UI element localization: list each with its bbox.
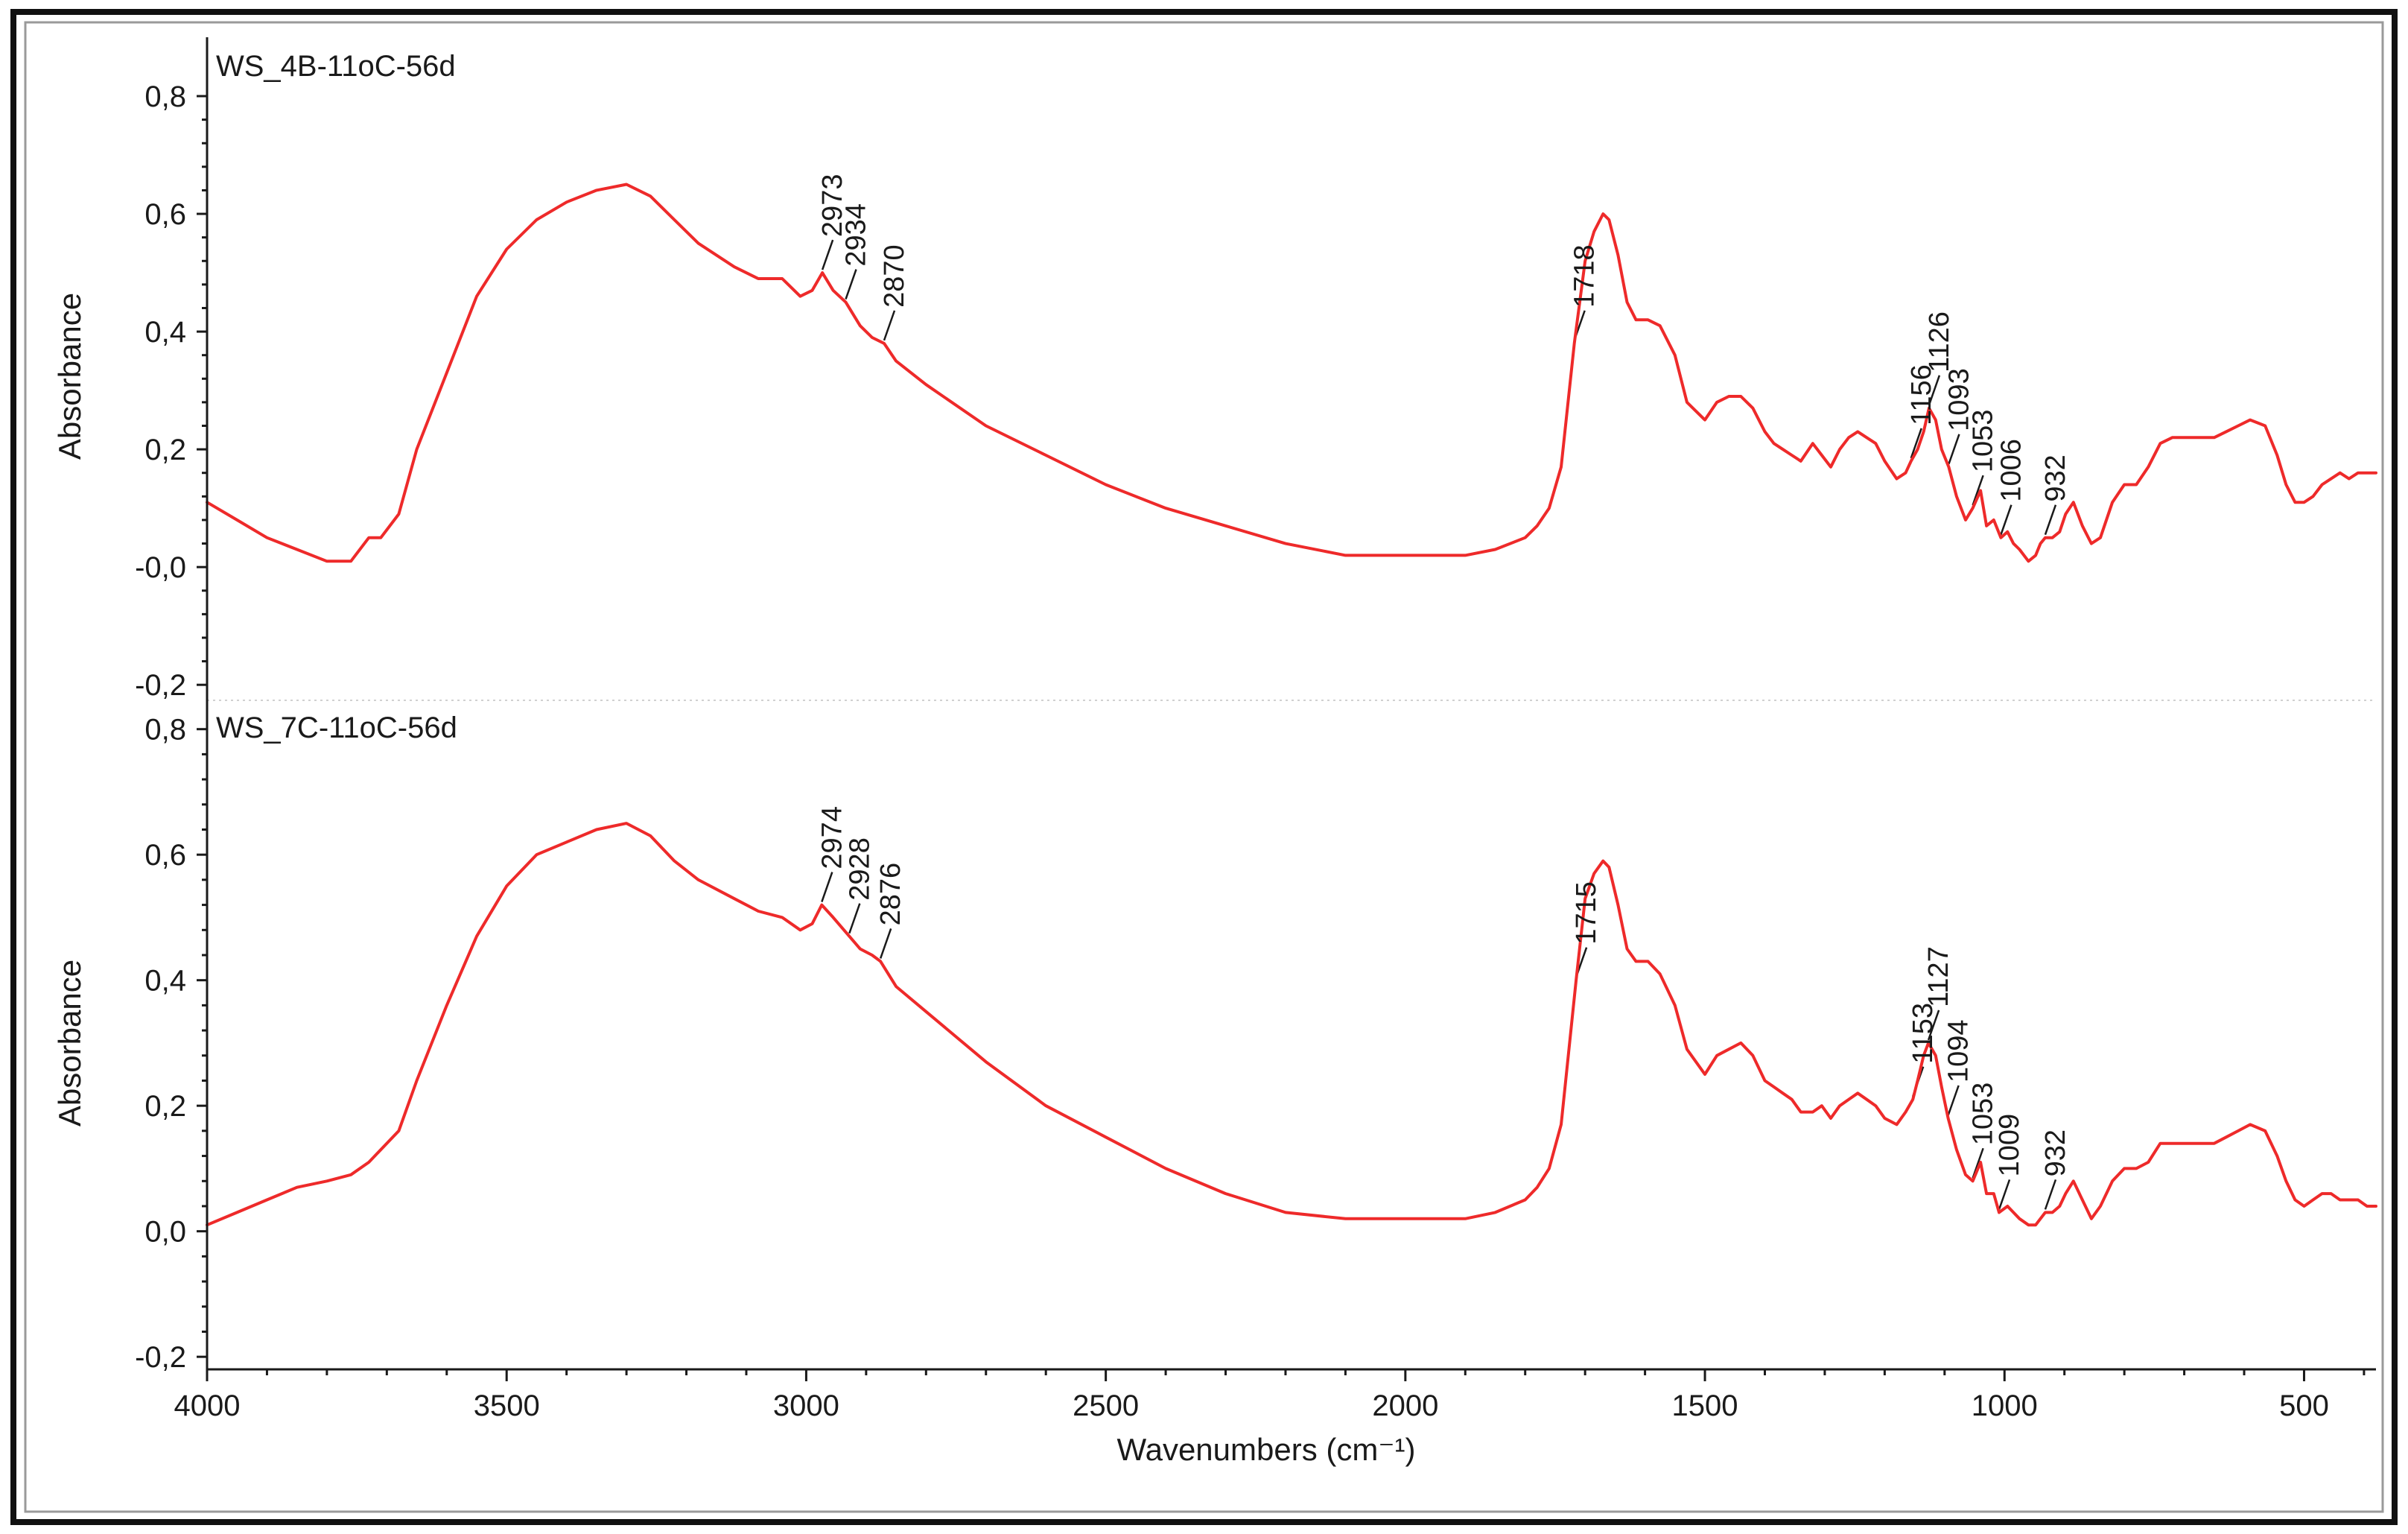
x-tick-label: 4000	[174, 1389, 241, 1422]
y-tick-label: 0,2	[144, 434, 186, 466]
x-tick-label: 3500	[474, 1389, 540, 1422]
panel-top: WS_4B-11oC-56d Absorbance -0,2 -0,0 0,2 0,4…	[52, 50, 2377, 702]
spectrum-line	[206, 822, 2377, 1227]
x-tick-label: 2000	[1372, 1389, 1438, 1422]
peak-leader	[1910, 428, 1922, 459]
y-tick-label: 0,2	[144, 1090, 186, 1123]
x-axis-title: Wavenumbers (cm⁻¹)	[1117, 1432, 1416, 1467]
peak-label: 2934	[841, 203, 872, 267]
y-axis: -0,2 -0,0 0,2 0,4 0,6 0,8	[135, 80, 207, 702]
y-tick-label: 0,8	[144, 80, 186, 113]
panel-title: WS_4B-11oC-56d	[216, 50, 456, 83]
x-axis: 4000 3500 3000 2500 2000 1500 1000 500	[174, 1369, 2366, 1422]
y-tick-label: -0,2	[135, 1341, 186, 1374]
spectrum-line	[206, 183, 2377, 563]
x-tick-label: 500	[2279, 1389, 2329, 1422]
x-tick-label: 1500	[1672, 1389, 1738, 1422]
y-axis-title: Absorbance	[52, 293, 87, 460]
x-tick-label: 2500	[1073, 1389, 1139, 1422]
peak-label: 1053	[1968, 410, 1999, 473]
y-tick-label: 0,0	[144, 1216, 186, 1249]
peak-leader	[2000, 504, 2013, 536]
panel-title: WS_7C-11oC-56d	[216, 711, 457, 744]
y-tick-label: 0,6	[144, 839, 186, 872]
peak-label: 2876	[875, 863, 906, 926]
y-axis-title: Absorbance	[52, 960, 87, 1126]
peak-leader-lines	[821, 239, 2057, 536]
y-tick-label: 0,4	[144, 316, 186, 349]
y-tick-label: 0,8	[144, 714, 186, 747]
peak-label: 2928	[844, 837, 875, 901]
y-tick-label: -0,2	[135, 669, 186, 702]
peak-leader	[1928, 375, 1941, 406]
peak-leader	[1947, 1085, 1960, 1116]
peak-label: 1006	[1995, 439, 2027, 502]
peak-leader	[1927, 1010, 1940, 1041]
peak-label: 932	[2040, 454, 2071, 501]
peak-label: 1094	[1943, 1019, 1975, 1083]
peak-leader	[1948, 434, 1960, 465]
peak-leader	[1972, 475, 1984, 506]
peak-label: 1009	[1994, 1114, 2025, 1177]
peak-label: 1127	[1923, 946, 1954, 1007]
peak-label: 1126	[1924, 311, 1955, 373]
peak-label: 932	[2040, 1129, 2071, 1176]
peak-leader	[883, 310, 896, 341]
peak-label: 2973	[817, 174, 848, 238]
x-tick-label: 1000	[1972, 1389, 2038, 1422]
peak-leader	[2044, 1179, 2057, 1210]
y-tick-label: 0,6	[144, 198, 186, 231]
peak-label: 1156	[1906, 364, 1937, 425]
peak-leader	[1998, 1179, 2011, 1210]
peak-leader	[848, 903, 861, 934]
peak-label: 1718	[1569, 244, 1601, 308]
peak-leader	[821, 872, 833, 902]
peak-label: 1093	[1943, 368, 1975, 431]
outer-frame	[10, 9, 2398, 1525]
x-tick-label: 3000	[773, 1389, 839, 1422]
inner-frame	[24, 21, 2384, 1513]
y-tick-label: 0,4	[144, 965, 186, 998]
peak-label: 2870	[879, 244, 910, 308]
peak-label: 1153	[1907, 1003, 1939, 1064]
peak-leader	[879, 928, 892, 959]
peak-leader	[845, 269, 857, 299]
panel-bottom: WS_7C-11oC-56d Absorbance -0,2 0,0 0,2 0,4 0…	[52, 711, 2377, 1374]
peak-label: 2974	[816, 806, 848, 869]
peak-leader	[2044, 504, 2057, 536]
y-tick-label: -0,0	[135, 551, 186, 584]
peak-label: 1053	[1968, 1083, 1999, 1146]
peak-leader	[821, 239, 834, 270]
peak-label: 1715	[1571, 881, 1602, 945]
